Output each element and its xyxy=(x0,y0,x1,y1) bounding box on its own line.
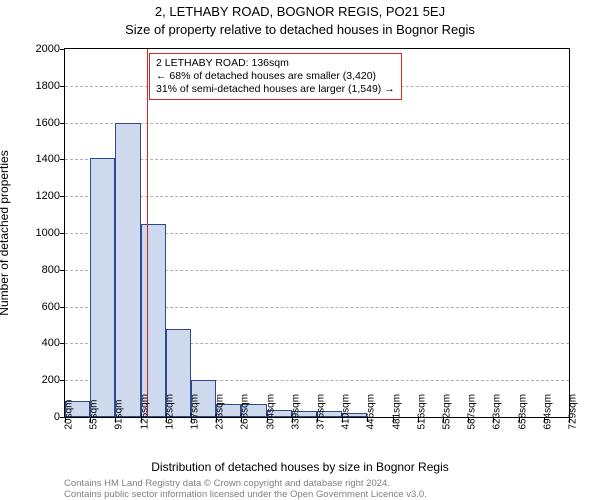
info-box-line: 31% of semi-detached houses are larger (… xyxy=(156,83,395,96)
y-tick-label: 200 xyxy=(20,374,60,386)
footnote-line1: Contains HM Land Registry data © Crown c… xyxy=(64,478,390,489)
y-tick-mark xyxy=(60,86,65,87)
info-box: 2 LETHABY ROAD: 136sqm← 68% of detached … xyxy=(149,53,402,100)
y-tick-label: 400 xyxy=(20,337,60,349)
y-tick-mark xyxy=(60,123,65,124)
histogram-bar xyxy=(141,224,166,417)
y-tick-mark xyxy=(60,343,65,344)
y-tick-mark xyxy=(60,270,65,271)
y-tick-mark xyxy=(60,49,65,50)
footnote-line2: Contains public sector information licen… xyxy=(64,489,427,500)
y-tick-label: 0 xyxy=(20,411,60,423)
y-tick-label: 1200 xyxy=(20,190,60,202)
reference-line xyxy=(147,49,148,417)
y-tick-mark xyxy=(60,196,65,197)
y-tick-mark xyxy=(60,307,65,308)
info-box-line: 2 LETHABY ROAD: 136sqm xyxy=(156,57,395,70)
x-axis-label: Distribution of detached houses by size … xyxy=(0,460,600,474)
chart-title-line1: 2, LETHABY ROAD, BOGNOR REGIS, PO21 5EJ xyxy=(0,4,600,19)
histogram-bar xyxy=(115,123,140,417)
y-tick-label: 1400 xyxy=(20,153,60,165)
y-tick-label: 800 xyxy=(20,264,60,276)
y-tick-label: 1600 xyxy=(20,117,60,129)
y-tick-mark xyxy=(60,380,65,381)
y-tick-label: 600 xyxy=(20,301,60,313)
y-tick-label: 1800 xyxy=(20,80,60,92)
chart-title-line2: Size of property relative to detached ho… xyxy=(0,22,600,37)
gridline xyxy=(65,123,569,124)
plot-area: 2 LETHABY ROAD: 136sqm← 68% of detached … xyxy=(64,48,570,418)
y-tick-mark xyxy=(60,233,65,234)
y-tick-label: 2000 xyxy=(20,43,60,55)
info-box-line: ← 68% of detached houses are smaller (3,… xyxy=(156,70,395,83)
y-axis-label: Number of detached properties xyxy=(0,150,11,315)
gridline xyxy=(65,159,569,160)
histogram-bar xyxy=(90,158,115,417)
figure: 2, LETHABY ROAD, BOGNOR REGIS, PO21 5EJ … xyxy=(0,0,600,500)
gridline xyxy=(65,196,569,197)
y-tick-mark xyxy=(60,159,65,160)
y-tick-label: 1000 xyxy=(20,227,60,239)
